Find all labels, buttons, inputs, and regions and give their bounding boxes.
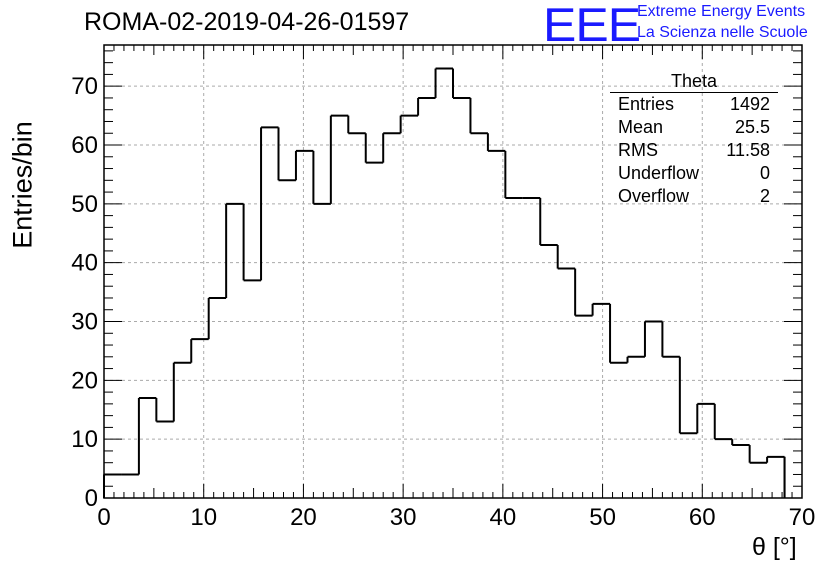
y-tick-label: 70 bbox=[71, 73, 98, 100]
eee-logo: EEE bbox=[543, 0, 641, 52]
histogram-bin bbox=[417, 96, 436, 116]
stats-row-underflow: Underflow 0 bbox=[610, 162, 778, 185]
stats-label: Underflow bbox=[618, 163, 700, 183]
y-axis-label-box: Entries/bin bbox=[5, 110, 41, 260]
stats-row-overflow: Overflow 2 bbox=[610, 185, 778, 208]
stats-value: 11.58 bbox=[726, 140, 770, 160]
x-tick-label: 20 bbox=[290, 504, 317, 531]
histogram-bin bbox=[678, 356, 698, 435]
histogram-bin bbox=[137, 396, 157, 475]
histogram-bin bbox=[155, 397, 174, 423]
stats-value: 2 bbox=[759, 186, 770, 206]
x-tick-label: 30 bbox=[390, 504, 417, 531]
stats-label: Overflow bbox=[618, 186, 690, 206]
histogram-bin bbox=[399, 114, 419, 134]
y-tick-label: 20 bbox=[71, 367, 98, 394]
histogram-bin bbox=[294, 149, 314, 181]
histogram-bin bbox=[347, 115, 366, 135]
histogram-bin bbox=[486, 133, 506, 152]
y-tick-label: 50 bbox=[71, 191, 98, 218]
histogram-bin bbox=[609, 303, 628, 364]
histogram-bin bbox=[172, 361, 192, 422]
x-tick-label: 60 bbox=[689, 504, 716, 531]
histogram-bin bbox=[277, 127, 296, 182]
histogram-bin bbox=[748, 445, 768, 464]
histogram-bin bbox=[225, 202, 244, 298]
histogram-bin bbox=[452, 68, 471, 99]
histogram-bin bbox=[591, 302, 611, 316]
y-axis-label: Entries/bin bbox=[7, 121, 38, 249]
histogram-bars bbox=[103, 67, 786, 498]
stats-value: 1492 bbox=[729, 94, 770, 114]
histogram-bin bbox=[382, 132, 401, 163]
stats-row-mean: Mean 25.5 bbox=[610, 116, 778, 139]
histogram-bin bbox=[731, 439, 750, 447]
histogram-bin bbox=[574, 268, 593, 317]
y-tick-label: 0 bbox=[85, 485, 98, 512]
plot-frame bbox=[103, 44, 803, 499]
stats-label: Mean bbox=[618, 117, 664, 137]
histogram-bin bbox=[766, 455, 786, 498]
x-tick-label: 10 bbox=[190, 504, 217, 531]
chart-title: ROMA-02-2019-04-26-01597 bbox=[84, 8, 410, 36]
histogram-bin bbox=[469, 97, 488, 135]
histogram-bin bbox=[242, 203, 262, 282]
histogram-bin bbox=[626, 355, 645, 363]
x-tick-label: 50 bbox=[589, 504, 616, 531]
stats-row-rms: RMS 11.58 bbox=[610, 139, 778, 162]
stats-label: Entries bbox=[618, 94, 675, 114]
histogram-bin bbox=[260, 126, 279, 281]
y-tick-label: 10 bbox=[71, 426, 98, 453]
x-tick-label: 70 bbox=[789, 504, 816, 531]
logo-tagline-1: Extreme Energy Events bbox=[637, 3, 806, 20]
stats-row-entries: Entries 1492 bbox=[610, 93, 778, 116]
stats-value: 25.5 bbox=[734, 117, 770, 137]
histogram-bin bbox=[329, 114, 349, 204]
histogram-bin bbox=[643, 320, 663, 357]
y-tick-label: 40 bbox=[71, 250, 98, 277]
histogram-bin bbox=[696, 402, 715, 434]
y-tick-label: 60 bbox=[71, 132, 98, 159]
x-tick-label: 0 bbox=[97, 504, 110, 531]
x-axis-label: θ [°] bbox=[752, 533, 797, 561]
stats-box: Theta Entries 1492 Mean 25.5 RMS 11.58 U… bbox=[610, 70, 778, 208]
histogram-bin bbox=[190, 338, 209, 363]
histogram-bin bbox=[539, 197, 558, 247]
y-tick-label: 30 bbox=[71, 309, 98, 336]
histogram-bin bbox=[207, 296, 227, 340]
x-tick-label: 40 bbox=[490, 504, 517, 531]
stats-label: RMS bbox=[618, 140, 658, 160]
histogram-bin bbox=[556, 245, 576, 270]
stats-title: Theta bbox=[610, 70, 778, 93]
histogram-bin bbox=[661, 321, 680, 358]
histogram-bin bbox=[504, 150, 523, 199]
logo-tagline-2: La Scienza nelle Scuole bbox=[637, 24, 808, 41]
histogram-bin bbox=[434, 67, 453, 98]
histogram-bin bbox=[713, 403, 733, 441]
histogram-bin bbox=[364, 133, 384, 164]
histogram-bin bbox=[312, 150, 331, 205]
stats-value: 0 bbox=[759, 163, 770, 183]
